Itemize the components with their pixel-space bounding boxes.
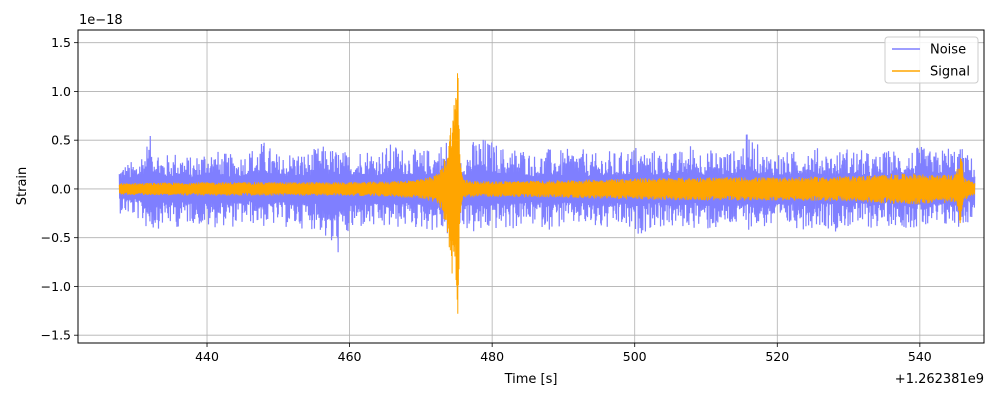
legend-label-noise: Noise <box>930 43 966 58</box>
legend: Noise Signal <box>884 36 979 84</box>
y-axis-label: Strain <box>15 167 30 206</box>
x-axis-ticks: 440 460 480 500 520 540 <box>195 343 932 364</box>
x-tick-label: 460 <box>338 349 362 364</box>
y-tick-label: −1.5 <box>41 328 71 343</box>
y-tick-label: −0.5 <box>41 230 71 245</box>
plot-frame <box>77 29 985 344</box>
x-tick-label: 520 <box>765 349 789 364</box>
x-tick-label: 440 <box>195 349 219 364</box>
y-tick-label: 0.5 <box>51 133 71 148</box>
series-line-signal <box>118 73 976 314</box>
y-tick-label: 1.0 <box>51 84 71 99</box>
legend-label-signal: Signal <box>930 65 970 80</box>
y-scale-text: 1e−18 <box>79 13 123 28</box>
x-tick-label: 500 <box>623 349 647 364</box>
x-tick-label: 540 <box>908 349 932 364</box>
y-tick-label: 0.0 <box>51 181 71 196</box>
y-tick-label: 1.5 <box>51 35 71 50</box>
series-layer <box>118 73 976 314</box>
y-axis-ticks: −1.5 −1.0 −0.5 0.0 0.5 1.0 1.5 <box>41 35 78 343</box>
x-offset-text: +1.262381e9 <box>895 372 984 387</box>
x-tick-label: 480 <box>480 349 504 364</box>
x-axis-label: Time [s] <box>504 372 558 387</box>
y-tick-label: −1.0 <box>41 279 71 294</box>
